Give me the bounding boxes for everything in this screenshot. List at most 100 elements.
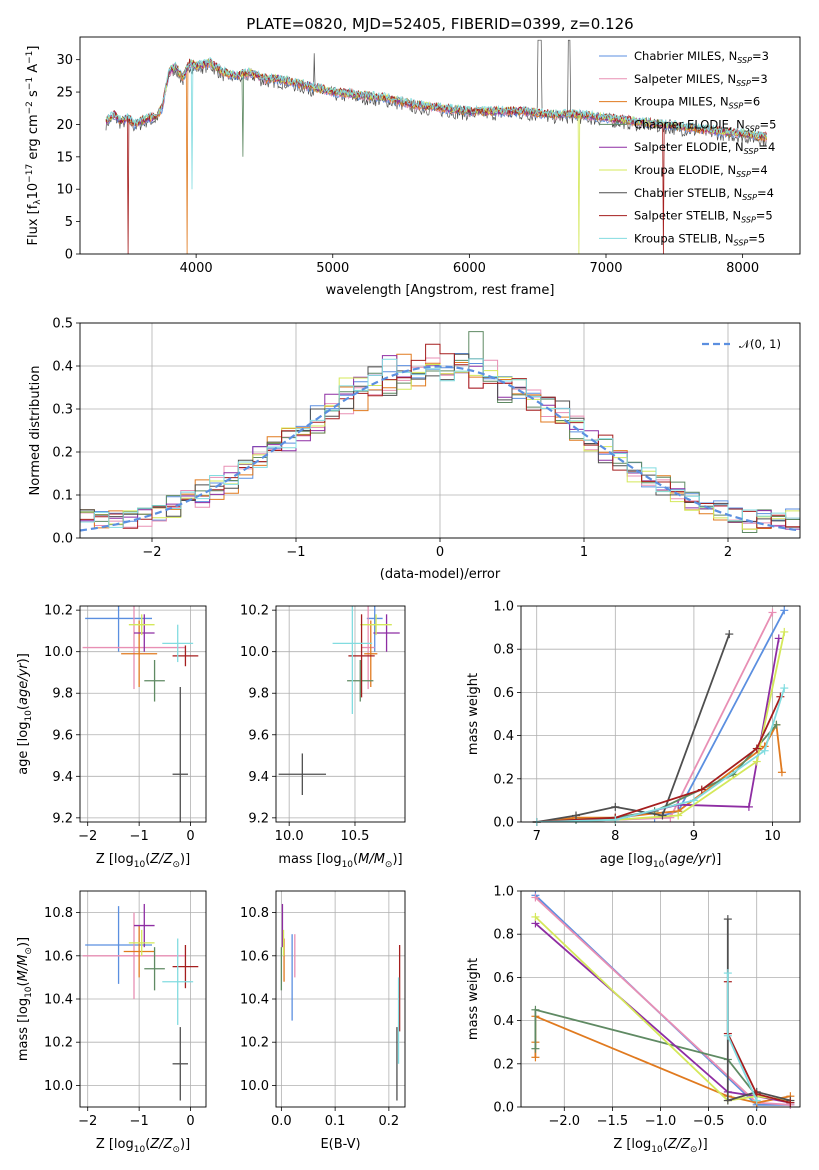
y-tick-label: 0.8	[493, 643, 514, 658]
y-tick-label: 10.2	[240, 604, 269, 619]
y-tick-label: 15	[56, 150, 73, 165]
spectrum-line	[105, 58, 768, 254]
y-tick-label: 10.0	[240, 1079, 269, 1094]
weight-series-line	[534, 916, 791, 1102]
legend-label: Salpeter STELIB, NSSP=5	[634, 209, 773, 225]
weight-vs-age-panel: 7 8 9 10 0.0 0.2 0.4 0.6 0.8 1.0 age [log10(age/yr…	[466, 600, 801, 870]
weight-series-line	[534, 896, 791, 1106]
axes-frame	[520, 605, 801, 823]
histogram-series	[80, 343, 800, 529]
histogram-series	[80, 358, 800, 528]
normal-reference-curve	[80, 365, 800, 532]
x-axis-label: wavelength [Angstrom, rest frame]	[326, 283, 555, 298]
weight-series-line	[726, 919, 791, 1102]
x-tick-label: 7	[533, 829, 541, 844]
y-tick-label: 10.6	[240, 949, 269, 964]
legend-label: Kroupa ELODIE, NSSP=4	[634, 163, 768, 179]
y-tick-label: 10.4	[44, 993, 73, 1008]
weight-series-line	[536, 612, 774, 822]
y-tick-label: 0.6	[493, 686, 514, 701]
y-tick-label: 1.0	[493, 600, 514, 615]
y-axis-label: mass [log10(M/M⊙)]	[16, 937, 34, 1061]
x-tick-label: 10.0	[275, 829, 304, 844]
y-tick-label: 0.4	[52, 360, 73, 375]
y-tick-label: 30	[56, 53, 73, 68]
legend-label: Kroupa STELIB, NSSP=5	[634, 231, 765, 247]
x-tick-label: 0	[186, 1114, 194, 1129]
x-tick-label: 2	[724, 545, 732, 560]
y-tick-label: 10.0	[240, 645, 269, 660]
legend-label: Salpeter MILES, NSSP=3	[634, 72, 768, 88]
y-tick-label: 9.8	[52, 687, 73, 702]
x-tick-label: 7000	[589, 261, 622, 276]
spectrum-line	[105, 56, 768, 190]
x-axis-label: E(B-V)	[320, 1137, 360, 1152]
y-axis-label: mass weight	[466, 958, 481, 1040]
x-tick-label: −1	[130, 829, 149, 844]
x-tick-label: −2.0	[549, 1114, 581, 1129]
x-tick-label: −1	[286, 545, 305, 560]
y-tick-label: 10.8	[44, 906, 73, 921]
weight-vs-metallicity-panel: −2.0 −1.5 −1.0 −0.5 0.0 0.0 0.2 0.4 0.6 0.8 1.0 Z […	[466, 885, 801, 1155]
weight-series-line	[534, 922, 791, 1104]
y-tick-label: 0.1	[52, 489, 73, 504]
x-tick-label: 5000	[316, 261, 349, 276]
weight-series-line	[536, 638, 780, 822]
legend-label: Kroupa MILES, NSSP=6	[634, 95, 760, 111]
x-tick-label: −1.5	[597, 1114, 629, 1129]
y-axis-label: Flux [fλ10−17 erg cm−2 s−1 A−1]	[25, 46, 43, 246]
spectrum-line	[105, 58, 768, 254]
x-axis-label: age [log10(age/yr)]	[600, 852, 722, 870]
y-tick-label: 10.4	[240, 993, 269, 1008]
y-tick-label: 0	[65, 248, 73, 263]
spectrum-line	[105, 59, 768, 254]
residuals-panel: −2 −1 0 1 2 0.0 0.1 0.2 0.3 0.4 0.5 𝒩(0, 1) (data-mo…	[28, 317, 801, 582]
y-tick-label: 10.2	[44, 604, 73, 619]
x-tick-label: −0.5	[693, 1114, 725, 1129]
x-tick-label: 9	[690, 829, 698, 844]
x-tick-label: 8000	[726, 261, 759, 276]
y-tick-label: 0.2	[493, 772, 514, 787]
x-tick-label: 0.0	[271, 1114, 292, 1129]
y-tick-label: 9.4	[52, 770, 73, 785]
x-tick-label: −1.0	[645, 1114, 677, 1129]
y-tick-label: 9.8	[248, 687, 269, 702]
y-tick-label: 0.6	[493, 971, 514, 986]
y-tick-label: 25	[56, 86, 73, 101]
weight-series-line	[536, 609, 786, 822]
axes-frame	[79, 890, 207, 1108]
age-vs-metallicity-panel: −2 −1 0 9.2 9.4 9.6 9.8 10.0 10.2 Z [log10(Z/Z⊙)]…	[16, 604, 207, 870]
y-tick-label: 10.0	[44, 1079, 73, 1094]
y-tick-label: 9.6	[52, 728, 73, 743]
y-tick-label: 0.3	[52, 403, 73, 418]
y-tick-label: 0.5	[52, 317, 73, 332]
y-tick-label: 0.2	[493, 1057, 514, 1072]
spectrum-panel: 4000 5000 6000 7000 8000 0 5 10 15 20 25 30 Chabrier…	[25, 36, 801, 298]
y-tick-label: 20	[56, 118, 73, 133]
axes-frame	[79, 322, 801, 539]
axes-frame	[275, 890, 406, 1108]
axes-frame	[520, 890, 801, 1108]
y-tick-label: 0.0	[493, 816, 514, 831]
legend-label: Chabrier STELIB, NSSP=4	[634, 186, 774, 202]
y-tick-label: 10.8	[240, 906, 269, 921]
weight-series-line	[536, 631, 786, 822]
y-tick-label: 1.0	[493, 885, 514, 900]
x-tick-label: 6000	[453, 261, 486, 276]
x-tick-label: 10	[764, 829, 781, 844]
y-tick-label: 10.0	[44, 645, 73, 660]
y-tick-label: 10.6	[44, 949, 73, 964]
x-tick-label: 4000	[180, 261, 213, 276]
x-tick-label: 0	[436, 545, 444, 560]
y-tick-label: 0.0	[493, 1101, 514, 1116]
y-axis-label: age [log10(age/yr)]	[16, 653, 34, 775]
y-tick-label: 0.2	[52, 446, 73, 461]
x-axis-label: (data-model)/error	[380, 567, 501, 582]
y-axis-label: mass weight	[466, 673, 481, 755]
mass-vs-ebv-panel: 0.0 0.1 0.2 10.0 10.2 10.4 10.6 10.8 E(B-V)	[240, 890, 406, 1152]
x-tick-label: 1	[580, 545, 588, 560]
y-tick-label: 9.4	[248, 770, 269, 785]
axes-frame	[79, 605, 207, 823]
y-tick-label: 5	[65, 215, 73, 230]
y-tick-label: 0.4	[493, 729, 514, 744]
